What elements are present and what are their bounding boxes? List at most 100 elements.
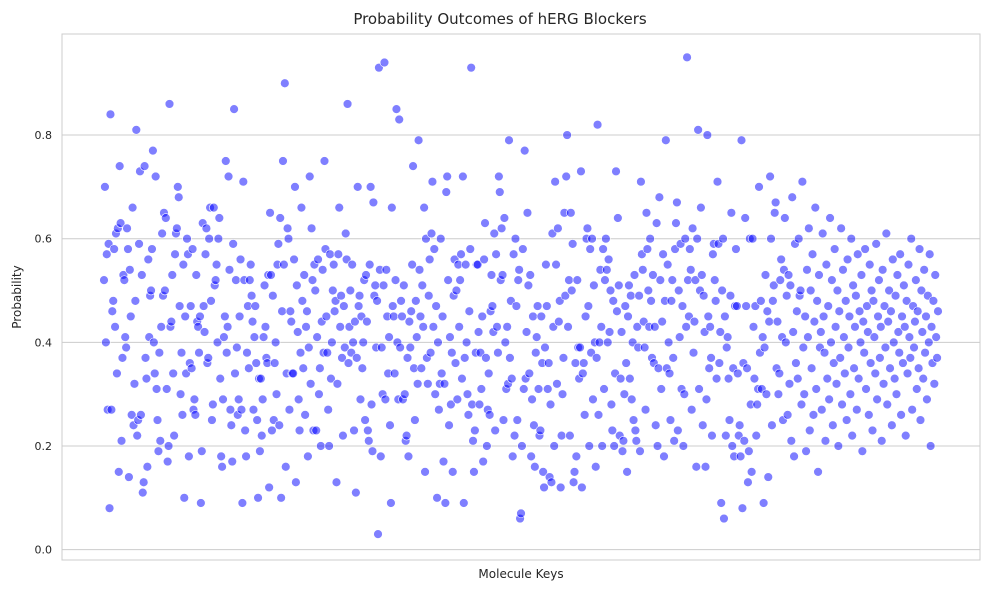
data-point xyxy=(662,259,673,270)
data-point xyxy=(456,249,466,259)
data-point xyxy=(381,265,392,275)
data-point xyxy=(123,244,133,254)
data-point xyxy=(588,394,598,405)
data-point xyxy=(310,285,320,296)
data-point xyxy=(321,311,332,322)
data-point xyxy=(328,285,338,296)
data-point xyxy=(618,436,629,446)
data-point xyxy=(651,218,662,228)
data-point xyxy=(319,156,330,166)
data-point xyxy=(476,384,487,394)
data-point xyxy=(810,202,820,213)
data-point xyxy=(402,353,413,363)
data-point xyxy=(271,389,282,399)
data-point xyxy=(139,161,150,171)
data-point xyxy=(910,316,920,327)
data-point xyxy=(294,425,305,436)
data-point xyxy=(285,306,296,316)
data-point xyxy=(863,327,873,337)
data-point xyxy=(337,353,347,363)
data-point xyxy=(663,337,674,348)
data-point xyxy=(292,280,302,291)
data-point xyxy=(853,373,864,384)
data-point xyxy=(727,441,737,451)
data-point xyxy=(186,301,196,311)
data-point xyxy=(587,234,597,244)
data-point xyxy=(564,275,574,285)
data-point xyxy=(819,348,830,358)
data-point xyxy=(591,462,601,472)
data-point xyxy=(391,104,402,114)
data-point xyxy=(214,213,225,223)
data-point xyxy=(807,249,818,259)
data-point xyxy=(865,259,875,270)
data-point xyxy=(404,316,415,327)
data-point xyxy=(615,373,626,384)
data-point xyxy=(932,353,942,363)
data-point xyxy=(129,379,140,389)
data-point xyxy=(160,285,170,296)
data-point xyxy=(767,420,777,430)
data-point xyxy=(783,270,794,280)
data-point xyxy=(277,306,287,316)
data-point xyxy=(679,389,689,399)
data-point xyxy=(524,368,534,379)
data-point xyxy=(376,451,386,462)
data-point xyxy=(259,280,270,291)
data-point xyxy=(179,493,189,503)
data-point xyxy=(543,358,554,368)
data-point xyxy=(776,254,786,265)
data-point xyxy=(715,327,725,337)
data-point xyxy=(881,228,892,239)
data-point xyxy=(911,275,921,285)
data-point xyxy=(592,119,603,130)
data-point xyxy=(206,296,216,306)
data-point xyxy=(293,394,304,405)
data-point xyxy=(267,425,277,436)
y-axis-ticks: 0.0 0.2 0.4 0.6 0.8 xyxy=(35,129,53,557)
data-point xyxy=(907,405,917,415)
data-point xyxy=(241,451,251,462)
data-point xyxy=(395,342,405,353)
data-point xyxy=(700,462,711,472)
data-point xyxy=(250,301,261,311)
data-point xyxy=(229,104,239,114)
data-point xyxy=(365,182,376,192)
data-point xyxy=(708,249,718,259)
data-point xyxy=(774,368,785,379)
data-point xyxy=(408,161,418,171)
data-point xyxy=(117,353,128,363)
data-point xyxy=(373,529,383,539)
data-point xyxy=(191,270,201,280)
data-point xyxy=(818,311,829,322)
data-point xyxy=(743,477,753,487)
data-point xyxy=(781,291,792,301)
data-point xyxy=(643,285,654,296)
data-point xyxy=(289,254,299,265)
data-point xyxy=(553,223,563,234)
data-point xyxy=(286,316,296,327)
data-point xyxy=(546,477,557,487)
data-point xyxy=(420,467,430,477)
data-point xyxy=(315,363,325,373)
data-point xyxy=(909,342,919,353)
data-point xyxy=(323,405,333,415)
data-point xyxy=(851,291,861,301)
data-point xyxy=(924,249,935,259)
data-point xyxy=(914,244,925,254)
data-point xyxy=(829,358,839,368)
data-point xyxy=(682,52,692,63)
data-point xyxy=(477,311,487,322)
data-point xyxy=(903,259,914,270)
data-point xyxy=(761,389,772,399)
data-point xyxy=(725,291,736,301)
data-point xyxy=(646,296,656,306)
data-point xyxy=(758,498,769,508)
data-point xyxy=(578,368,588,379)
data-point xyxy=(535,425,546,436)
data-point xyxy=(891,389,902,399)
data-point xyxy=(688,348,699,358)
data-point xyxy=(798,342,809,353)
data-point xyxy=(260,322,271,332)
data-point xyxy=(687,223,698,234)
